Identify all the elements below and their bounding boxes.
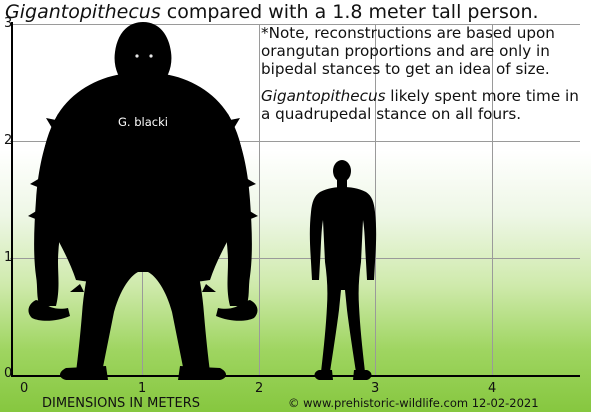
y-tick-2: 2 bbox=[4, 133, 13, 148]
note-paragraph-1: *Note, reconstructions are based upon or… bbox=[261, 24, 555, 78]
human-silhouette bbox=[309, 160, 377, 380]
y-tick-3: 3 bbox=[4, 16, 13, 31]
ape-label: G. blacki bbox=[118, 115, 168, 129]
ape-eyes bbox=[135, 54, 153, 58]
y-tick-1: 1 bbox=[4, 250, 13, 265]
note-paragraph-2-rest: likely spent more time in a quadrupedal … bbox=[261, 87, 579, 123]
x-tick-4: 4 bbox=[488, 381, 497, 396]
x-tick-0: 0 bbox=[20, 381, 29, 396]
note-paragraph-2: Gigantopithecus likely spent more time i… bbox=[261, 87, 587, 123]
x-tick-3: 3 bbox=[371, 381, 380, 396]
gigantopithecus-silhouette bbox=[28, 22, 258, 380]
note-block: *Note, reconstructions are based upon or… bbox=[261, 24, 587, 132]
x-tick-2: 2 bbox=[255, 381, 264, 396]
note-species: Gigantopithecus bbox=[261, 87, 386, 105]
page-title: Gigantopithecus compared with a 1.8 mete… bbox=[5, 1, 539, 23]
y-tick-0: 0 bbox=[4, 366, 13, 381]
title-species: Gigantopithecus bbox=[5, 1, 161, 23]
copyright-text: © www.prehistoric-wildlife.com 12-02-202… bbox=[288, 396, 539, 410]
x-tick-1: 1 bbox=[138, 381, 147, 396]
x-axis-label: DIMENSIONS IN METERS bbox=[42, 396, 200, 411]
title-rest: compared with a 1.8 meter tall person. bbox=[160, 1, 539, 23]
